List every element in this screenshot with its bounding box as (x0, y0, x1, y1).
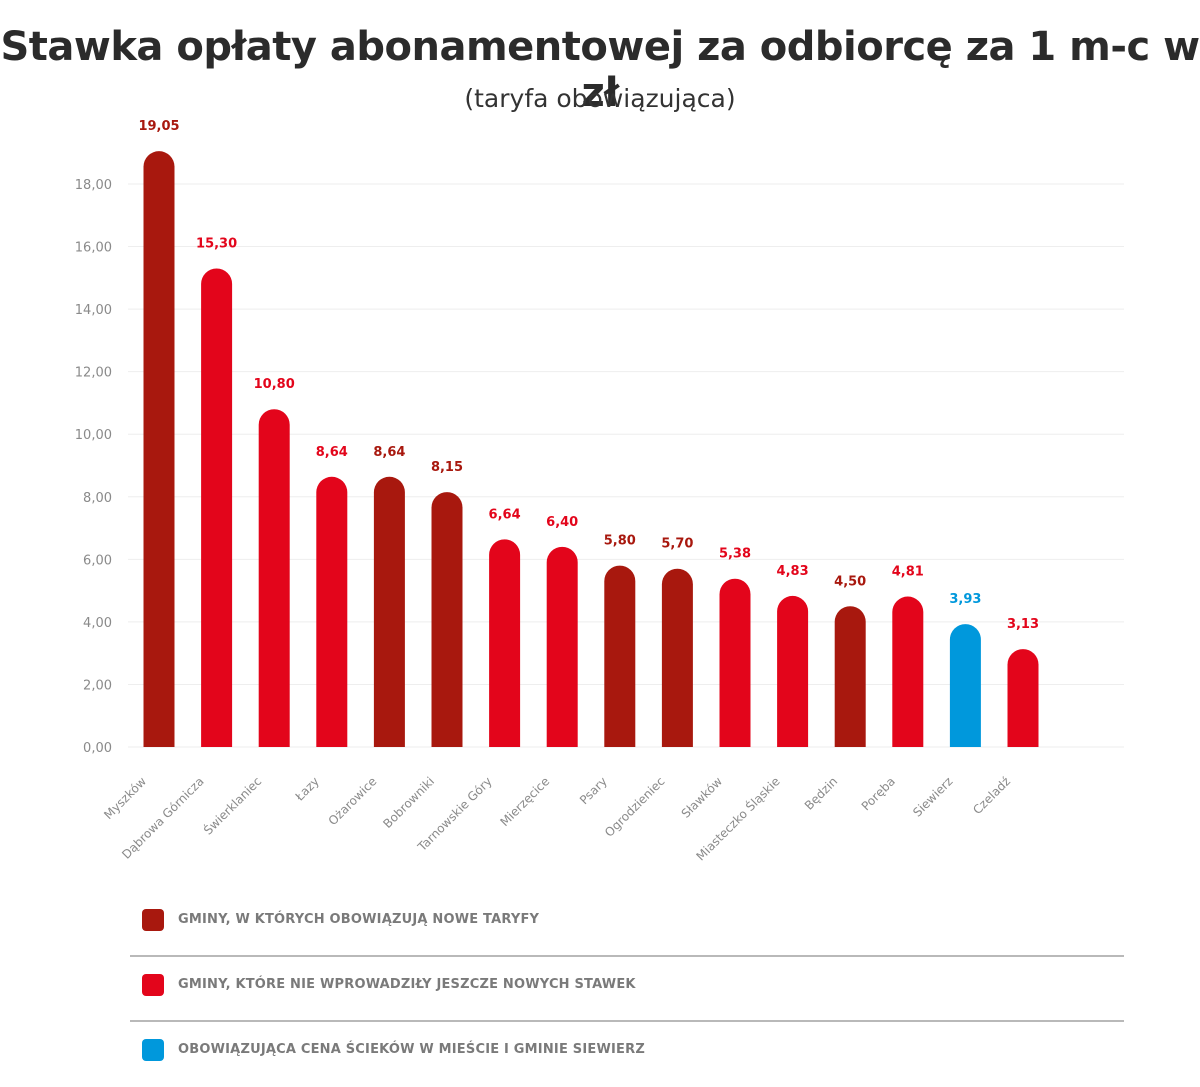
value-label: 15,30 (196, 236, 237, 251)
legend-item-new-tariffs: GMINY, W KTÓRYCH OBOWIĄZUJĄ NOWE TARYFY (130, 892, 1124, 957)
value-label: 3,13 (1007, 617, 1039, 632)
value-label: 4,81 (892, 565, 924, 580)
legend-label: GMINY, KTÓRE NIE WPROWADZIŁY JESZCZE NOW… (178, 977, 636, 992)
bar (661, 568, 693, 747)
x-tick-label: Mierzęcice (497, 774, 552, 829)
x-tick-label: Myszków (101, 774, 149, 822)
value-label: 4,83 (777, 564, 809, 579)
x-tick-label: Łazy (292, 774, 322, 804)
bar (604, 565, 636, 747)
legend-item-no-new-rates: GMINY, KTÓRE NIE WPROWADZIŁY JESZCZE NOW… (130, 957, 1124, 1022)
chart-subtitle: (taryfa obowiązująca) (464, 84, 736, 113)
y-tick-label: 18,00 (75, 178, 112, 193)
y-tick-label: 6,00 (83, 553, 112, 568)
bars (143, 151, 1039, 748)
y-tick-label: 2,00 (83, 678, 112, 693)
bar (373, 476, 405, 747)
bar-chart: 0,00 2,00 4,00 6,00 8,00 10,00 12,00 14,00 16,00… (75, 119, 1124, 864)
value-label: 8,64 (373, 445, 405, 460)
bar (143, 151, 175, 748)
y-tick-label: 10,00 (75, 428, 112, 443)
value-label: 10,80 (254, 377, 295, 392)
chart-title: Stawka opłaty abonamentowej za odbiorcę … (0, 24, 1200, 116)
value-label: 6,64 (489, 507, 521, 522)
y-tick-label: 16,00 (75, 241, 112, 256)
legend-label: GMINY, W KTÓRYCH OBOWIĄZUJĄ NOWE TARYFY (178, 912, 540, 927)
bar (431, 492, 463, 747)
bar (719, 578, 751, 747)
x-tick-label: Siewierz (910, 774, 955, 819)
legend-swatch-blue (142, 1039, 164, 1061)
bar (489, 539, 521, 747)
legend-label: OBOWIĄZUJĄCA CENA ŚCIEKÓW W MIEŚCIE I GM… (178, 1042, 645, 1057)
y-axis-ticks: 0,00 2,00 4,00 6,00 8,00 10,00 12,00 14,00 16,00… (75, 178, 112, 756)
value-label: 4,50 (834, 574, 866, 589)
x-tick-label: Czeladź (970, 774, 1013, 817)
y-tick-label: 4,00 (83, 616, 112, 631)
legend-swatch-dark-red (142, 909, 164, 931)
legend-swatch-red (142, 974, 164, 996)
x-tick-label: Ożarowice (326, 774, 380, 828)
x-tick-label: Psary (577, 774, 610, 807)
x-tick-label: Sławków (679, 774, 726, 821)
value-label: 19,05 (138, 119, 179, 134)
bar (258, 409, 290, 747)
bar (834, 606, 866, 747)
bar (949, 624, 981, 747)
value-labels: 19,05 15,30 10,80 8,64 8,64 8,15 6,64 6,40 5,80 5… (138, 119, 1039, 632)
bar (1007, 649, 1039, 747)
value-label: 8,64 (316, 445, 348, 460)
value-label: 5,38 (719, 547, 751, 562)
y-tick-label: 0,00 (83, 741, 112, 756)
x-tick-label: Będzin (802, 774, 841, 813)
x-tick-label: Ogrodzieniec (602, 774, 668, 840)
bar (316, 476, 348, 747)
y-tick-label: 14,00 (75, 303, 112, 318)
y-tick-label: 8,00 (83, 491, 112, 506)
x-tick-label: Świerklaniec (200, 774, 264, 838)
x-tick-label: Poręba (859, 774, 898, 813)
bar (201, 268, 233, 747)
bar (777, 595, 809, 747)
grid-lines (128, 183, 1124, 748)
bar (546, 546, 578, 747)
value-label: 3,93 (949, 592, 981, 607)
value-label: 6,40 (546, 515, 578, 530)
x-tick-label: Bobrowniki (380, 774, 437, 831)
value-label: 5,80 (604, 534, 636, 549)
legend: GMINY, W KTÓRYCH OBOWIĄZUJĄ NOWE TARYFY … (130, 892, 1124, 1085)
value-label: 8,15 (431, 460, 463, 475)
y-tick-label: 12,00 (75, 366, 112, 381)
value-label: 5,70 (661, 537, 693, 552)
legend-item-siewierz: OBOWIĄZUJĄCA CENA ŚCIEKÓW W MIEŚCIE I GM… (130, 1022, 1124, 1085)
bar (892, 596, 924, 747)
